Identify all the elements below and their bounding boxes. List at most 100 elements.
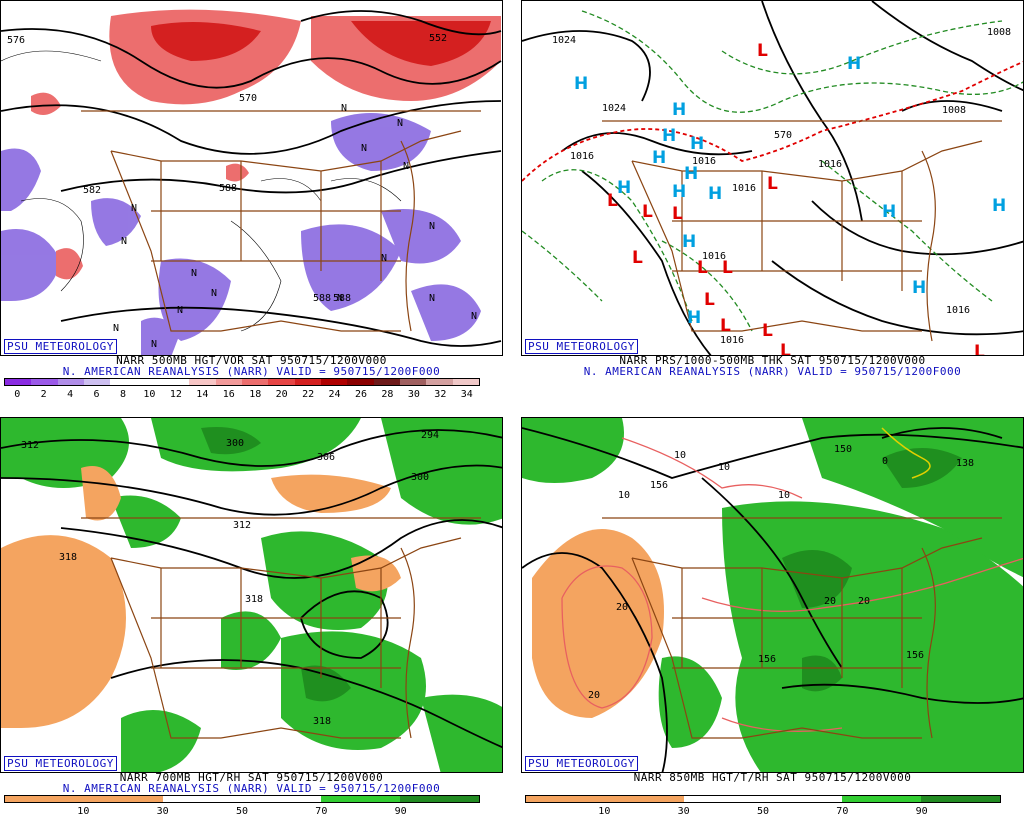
- caption-850mb-line1: NARR 850MB HGT/T/RH SAT 950715/1200V000: [633, 771, 912, 784]
- high-pressure-marker: H: [912, 278, 926, 298]
- colorbar-tick-label: 28: [381, 389, 394, 400]
- contour-label: 1016: [732, 183, 756, 194]
- contour-label: 10: [718, 462, 730, 473]
- low-pressure-marker: L: [642, 202, 653, 222]
- contour-label: 318: [313, 716, 331, 727]
- contour-label: 20: [616, 602, 628, 613]
- colorbar-tick-label: 30: [156, 806, 169, 817]
- colorbar-tick-label: 10: [598, 806, 611, 817]
- colorbar-tick-label: 20: [275, 389, 288, 400]
- colorbar-tick-label: 14: [196, 389, 209, 400]
- map-850mb[interactable]: 150 156 156 156 138 10 10 10 10 20 20 20 20 0 PSU MET…: [521, 417, 1024, 773]
- panel-700mb: 312 300 306 294 300 312 318 318 318 PSU METEOROL…: [0, 417, 503, 819]
- colorbar-swatch: [215, 379, 242, 385]
- high-pressure-marker: H: [690, 134, 704, 154]
- low-pressure-marker: L: [722, 258, 733, 278]
- vorticity-min-marker: N: [177, 305, 183, 316]
- colorbar-swatch: [83, 796, 163, 802]
- vorticity-min-marker: N: [397, 118, 403, 129]
- colorbar-tick-label: 12: [169, 389, 182, 400]
- low-pressure-marker: L: [697, 258, 708, 278]
- colorbar-vorticity: [4, 378, 480, 386]
- panel-500mb: 576 582 552 570 588 588 588 N N N N N N N N N N N N N N N N PS…: [0, 0, 503, 402]
- contour-label: 576: [7, 35, 25, 46]
- vorticity-min-marker: N: [429, 221, 435, 232]
- colorbar-tick-label: 30: [407, 389, 420, 400]
- colorbar-swatch: [762, 796, 842, 802]
- contour-label: 10: [674, 450, 686, 461]
- high-pressure-marker: H: [882, 202, 896, 222]
- high-pressure-marker: H: [672, 100, 686, 120]
- contour-label: 318: [245, 594, 263, 605]
- contour-label: 1016: [818, 159, 842, 170]
- colorbar-rh-850: [525, 795, 1001, 803]
- contour-label: 0: [882, 456, 888, 467]
- colorbar-swatch: [5, 796, 84, 802]
- contour-label: 1016: [570, 151, 594, 162]
- contour-label: 1008: [987, 27, 1011, 38]
- map-700mb[interactable]: 312 300 306 294 300 312 318 318 318 PSU METEOROL…: [0, 417, 503, 773]
- colorbar-tick-label: 10: [77, 806, 90, 817]
- colorbar-tick-label: 50: [235, 806, 249, 817]
- map-500mb[interactable]: 576 582 552 570 588 588 588 N N N N N N N N N N N N N N N N PS…: [0, 0, 503, 356]
- high-pressure-marker: H: [682, 232, 696, 252]
- caption-sfc-line2: N. AMERICAN REANALYSIS (NARR) VALID = 95…: [583, 365, 962, 378]
- contour-label: 1024: [552, 35, 576, 46]
- colorbar-tick-label: 70: [836, 806, 849, 817]
- contour-label: 20: [824, 596, 836, 607]
- caption-500mb-line1: NARR 500MB HGT/VOR SAT 950715/1200V000: [116, 354, 387, 367]
- vorticity-min-marker: N: [131, 203, 137, 214]
- vorticity-min-marker: N: [381, 253, 387, 264]
- psu-credit-4: PSU METEOROLOGY: [525, 756, 638, 771]
- vorticity-min-marker: N: [471, 311, 477, 322]
- psu-credit-3: PSU METEOROLOGY: [4, 756, 117, 771]
- colorbar-swatch: [189, 379, 216, 385]
- colorbar-tick-label: 26: [354, 389, 368, 400]
- colorbar-tick-label: 0: [14, 389, 21, 400]
- map-700mb-graphic: 312 300 306 294 300 312 318 318 318: [1, 418, 502, 772]
- contour-label: 552: [429, 33, 447, 44]
- map-850mb-graphic: 150 156 156 156 138 10 10 10 10 20 20 20 20 0: [522, 418, 1023, 772]
- low-pressure-marker: L: [632, 248, 643, 268]
- colorbar-tick-label: 90: [915, 806, 928, 817]
- caption-500mb-line2: N. AMERICAN REANALYSIS (NARR) VALID = 95…: [62, 365, 441, 378]
- colorbar-swatch: [57, 379, 84, 385]
- colorbar-swatch: [426, 379, 453, 385]
- vorticity-min-marker: N: [113, 323, 119, 334]
- colorbar-rh-700-ticks: 10 30 50 70 90: [4, 806, 480, 818]
- contour-label: 150: [834, 444, 852, 455]
- contour-label: 20: [858, 596, 870, 607]
- colorbar-swatch: [241, 379, 269, 385]
- high-pressure-marker: H: [708, 184, 722, 204]
- high-pressure-marker: H: [662, 126, 676, 146]
- low-pressure-marker: L: [780, 341, 791, 356]
- colorbar-swatch: [920, 796, 1000, 802]
- colorbar-swatch: [604, 796, 684, 802]
- psu-credit-2: PSU METEOROLOGY: [525, 339, 638, 354]
- contour-label: 312: [21, 440, 39, 451]
- colorbar-tick-label: 8: [119, 389, 127, 400]
- colorbar-swatch: [526, 796, 605, 802]
- contour-label: 588: [219, 183, 237, 194]
- caption-700mb-line1: NARR 700MB HGT/RH SAT 950715/1200V000: [119, 771, 384, 784]
- contour-label: 294: [421, 430, 439, 441]
- colorbar-tick-label: 50: [756, 806, 770, 817]
- vorticity-min-marker: N: [211, 288, 217, 299]
- colorbar-swatch: [83, 379, 111, 385]
- colorbar-tick-label: 10: [143, 389, 156, 400]
- vorticity-min-marker: N: [191, 268, 197, 279]
- contour-label: 156: [650, 480, 668, 491]
- colorbar-swatch: [399, 379, 427, 385]
- contour-label: 300: [411, 472, 429, 483]
- low-pressure-marker: L: [607, 191, 618, 211]
- high-pressure-marker: H: [672, 182, 686, 202]
- contour-label: 1016: [720, 335, 744, 346]
- contour-label: 318: [59, 552, 77, 563]
- contour-label: 156: [906, 650, 924, 661]
- caption-700mb-line2: N. AMERICAN REANALYSIS (NARR) VALID = 95…: [62, 782, 441, 795]
- low-pressure-marker: L: [974, 342, 985, 356]
- contour-label: 156: [758, 654, 776, 665]
